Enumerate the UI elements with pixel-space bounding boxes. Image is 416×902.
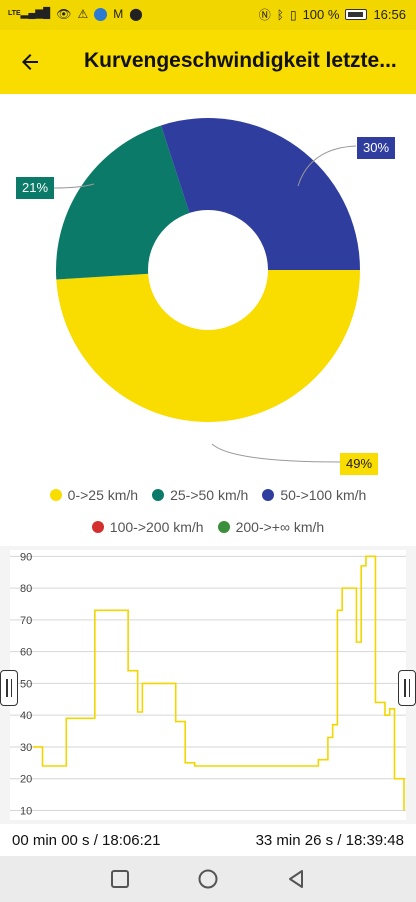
y-tick-label: 90 <box>20 551 32 563</box>
legend-label: 100->200 km/h <box>109 519 204 535</box>
legend-row-1: 0->25 km/h 25->50 km/h 50->100 km/h <box>0 487 416 503</box>
speed-series-line <box>33 555 405 811</box>
page-title: Kurvengeschwindigkeit letzte... <box>84 49 397 72</box>
square-icon <box>111 870 129 888</box>
battery-icon <box>345 9 368 20</box>
time-start-label: 00 min 00 s / 18:06:21 <box>12 832 161 849</box>
eye-icon: 👁 <box>56 7 72 21</box>
legend-item-100-200: 100->200 km/h <box>91 519 204 535</box>
vibrate-icon: ▯ <box>289 7 297 22</box>
network-signal-icon: LTE▂▄▆█ <box>8 8 51 19</box>
donut-hole <box>148 210 268 330</box>
app-bar: Kurvengeschwindigkeit letzte... <box>0 30 416 94</box>
y-tick-label: 10 <box>20 805 32 817</box>
bluetooth-icon: ᛒ <box>276 7 284 22</box>
nfc-icon: Ⓝ <box>258 7 271 22</box>
legend-item-0-25: 0->25 km/h <box>49 487 139 503</box>
warning-icon: ⚠ <box>77 7 89 21</box>
mail-icon: M <box>113 7 124 21</box>
home-button[interactable] <box>196 867 220 891</box>
y-tick-label: 60 <box>20 647 32 659</box>
legend-dot-red <box>91 521 104 533</box>
time-range-row: 00 min 00 s / 18:06:21 33 min 26 s / 18:… <box>0 826 416 856</box>
leader-line-0-25 <box>211 443 341 463</box>
pct-label-25-50: 21% <box>16 177 55 199</box>
range-handle-left[interactable] <box>0 670 18 706</box>
arrow-left-icon <box>22 54 38 70</box>
legend-label: 50->100 km/h <box>280 487 367 503</box>
legend-label: 25->50 km/h <box>170 487 249 503</box>
legend-dot-teal <box>152 489 165 501</box>
speed-line-chart: 10 20 30 40 50 60 70 80 90 <box>10 550 406 820</box>
time-end-label: 33 min 26 s / 18:39:48 <box>255 832 404 849</box>
y-tick-label: 20 <box>20 774 32 786</box>
y-tick-label: 30 <box>20 742 32 754</box>
battery-percent: 100 % <box>302 7 340 22</box>
plot-background <box>10 550 406 820</box>
legend-dot-green <box>217 521 230 533</box>
legend-item-25-50: 25->50 km/h <box>152 487 248 503</box>
slice-0-25 <box>56 270 361 422</box>
legend-dot-yellow <box>49 489 62 501</box>
leader-line-50-100 <box>297 145 357 187</box>
legend-dot-blue <box>262 489 275 501</box>
range-handle-right[interactable] <box>398 670 416 706</box>
y-tick-label: 40 <box>20 710 32 722</box>
legend-item-50-100: 50->100 km/h <box>262 487 366 503</box>
back-button[interactable] <box>12 44 48 80</box>
legend-label: 0->25 km/h <box>67 487 139 503</box>
pct-label-0-25: 49% <box>340 453 379 475</box>
location-icon: ⬤ <box>129 7 143 21</box>
status-bar: LTE▂▄▆█ 👁 ⚠ M ⬤ Ⓝ ᛒ ▯ 100 % 16:56 <box>0 0 416 30</box>
system-nav-bar <box>0 856 416 902</box>
y-tick-label: 50 <box>20 678 32 690</box>
y-tick-label: 70 <box>20 615 32 627</box>
legend-row-2: 100->200 km/h 200->+∞ km/h <box>0 519 416 535</box>
legend-item-200-inf: 200->+∞ km/h <box>217 519 325 535</box>
leader-line-25-50 <box>53 183 95 189</box>
back-nav-button[interactable] <box>284 867 308 891</box>
network-type-label: LTE <box>8 10 21 17</box>
y-tick-label: 80 <box>20 583 32 595</box>
circle-icon <box>198 869 218 889</box>
speed-line-chart-panel: 10 20 30 40 50 60 70 80 90 <box>0 546 416 824</box>
speed-distribution-donut: 30% 21% 49% <box>0 110 416 490</box>
triangle-back-icon <box>289 870 303 888</box>
legend-label: 200->+∞ km/h <box>235 519 325 535</box>
app-notification-icon <box>94 7 108 21</box>
clock: 16:56 <box>373 7 406 22</box>
pct-label-50-100: 30% <box>357 137 396 159</box>
recents-button[interactable] <box>108 867 132 891</box>
